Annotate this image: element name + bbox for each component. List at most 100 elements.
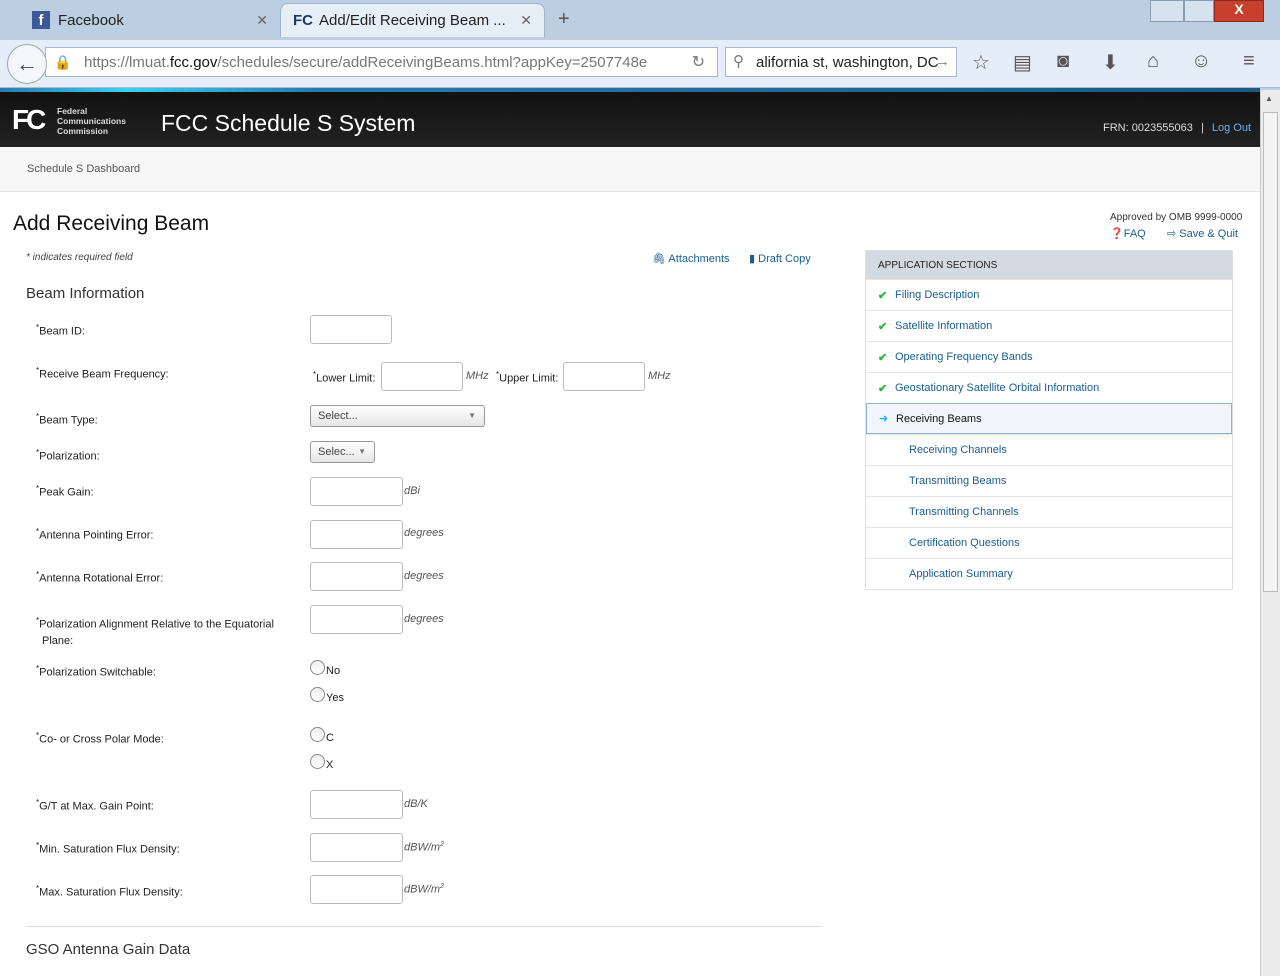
scroll-up-icon[interactable]: ▲ [1265, 94, 1273, 103]
unit-text: dBW/m [404, 841, 441, 854]
label-text: Receive Beam Frequency: [39, 368, 169, 381]
lower-limit-input[interactable] [381, 362, 463, 391]
save-quit-link[interactable]: ⇨ Save & Quit [1167, 227, 1238, 240]
accent-bar [0, 88, 1260, 92]
home-icon[interactable]: ⌂ [1147, 50, 1160, 72]
minimize-button[interactable] [1150, 0, 1184, 22]
peak-gain-input[interactable] [310, 477, 403, 506]
section-label: Application Summary [909, 568, 1013, 580]
logo-line: Commission [57, 126, 109, 136]
section-label: Transmitting Channels [909, 506, 1019, 518]
separator: | [1200, 122, 1204, 134]
section-receiving-beams[interactable]: ➜ Receiving Beams [866, 403, 1232, 434]
faq-label: FAQ [1123, 228, 1146, 240]
select-value: Selec... [318, 446, 355, 458]
go-arrow-icon[interactable]: → [935, 53, 950, 70]
scroll-thumb[interactable] [1263, 112, 1278, 592]
section-transmitting-channels[interactable]: Transmitting Channels [866, 496, 1232, 527]
rotational-error-input[interactable] [310, 562, 403, 591]
unit: MHz [648, 370, 671, 382]
unit-exp: 2 [440, 841, 444, 848]
beam-id-label: *Beam ID: [36, 323, 85, 338]
radio-label: Yes [326, 692, 344, 704]
faq-link[interactable]: ❓FAQ [1110, 227, 1146, 240]
reading-list-icon[interactable]: ▤ [1013, 52, 1032, 74]
section-geostationary-satellite-orbital-information[interactable]: ✔ Geostationary Satellite Orbital Informa… [866, 372, 1232, 403]
upper-limit-input[interactable] [563, 362, 645, 391]
pointing-error-input[interactable] [310, 520, 403, 549]
polar-mode-x-radio[interactable] [310, 754, 325, 769]
download-icon[interactable]: ⬇ [1102, 52, 1119, 74]
section-filing-description[interactable]: ✔ Filing Description [866, 279, 1232, 310]
close-tab-icon[interactable]: ✕ [256, 11, 268, 28]
polar-mode-c-radio[interactable] [310, 727, 325, 742]
switchable-no-radio[interactable] [310, 660, 325, 675]
section-label: Operating Frequency Bands [895, 351, 1033, 363]
min-sfd-input[interactable] [310, 833, 403, 862]
search-input[interactable]: ⚲ alifornia st, washington, DC → [725, 47, 957, 77]
pointing-error-label: *Antenna Pointing Error: [36, 527, 154, 542]
url-path: /schedules/secure/addReceivingBeams.html… [217, 53, 648, 71]
gt-input[interactable] [310, 790, 403, 819]
section-receiving-channels[interactable]: Receiving Channels [866, 434, 1232, 465]
attachments-link[interactable]: 🖇 Attachments [652, 252, 730, 265]
section-label: Certification Questions [909, 537, 1020, 549]
logout-link[interactable]: Log Out [1211, 122, 1252, 134]
tab-add-edit-receiving-beam[interactable]: FC Add/Edit Receiving Beam ... ✕ [280, 3, 545, 37]
close-tab-icon[interactable]: ✕ [520, 12, 532, 28]
fcc-logo: FC [12, 104, 46, 135]
close-window-button[interactable]: X [1214, 0, 1264, 22]
scrollbar[interactable]: ▲ [1260, 90, 1280, 976]
label-text: Antenna Rotational Error: [39, 572, 164, 585]
exit-icon: ⇨ [1167, 228, 1177, 240]
address-bar[interactable]: 🔒 https://lmuat. fcc.gov/schedules/secure… [45, 47, 718, 77]
beam-type-select[interactable]: Select... ▼ [310, 405, 485, 427]
menu-icon[interactable]: ≡ [1243, 50, 1255, 72]
page-title: Add Receiving Beam [13, 212, 210, 235]
section-satellite-information[interactable]: ✔ Satellite Information [866, 310, 1232, 341]
max-sfd-input[interactable] [310, 875, 403, 904]
omb-approval: Approved by OMB 9999-0000 [1110, 212, 1243, 223]
polarization-alignment-input[interactable] [310, 605, 403, 634]
gso-section-title: GSO Antenna Gain Data [26, 941, 191, 958]
polar-mode-label: *Co- or Cross Polar Mode: [36, 731, 164, 746]
switchable-yes-radio[interactable] [310, 687, 325, 702]
search-icon: ⚲ [733, 53, 744, 70]
bookmark-star-icon[interactable]: ☆ [972, 52, 990, 74]
restore-button[interactable] [1184, 0, 1214, 22]
pocket-icon[interactable]: ◙ [1057, 50, 1070, 72]
dashboard-link[interactable]: Schedule S Dashboard [27, 163, 141, 175]
unit: MHz [466, 370, 489, 382]
section-operating-frequency-bands[interactable]: ✔ Operating Frequency Bands [866, 341, 1232, 372]
unit: dBW/m2 [404, 883, 444, 896]
section-certification-questions[interactable]: Certification Questions [866, 527, 1232, 558]
draft-copy-link[interactable]: ▮ Draft Copy [749, 252, 811, 265]
fcc-icon: FC [293, 12, 313, 29]
site-title: FCC Schedule S System [161, 110, 416, 136]
required-note: * indicates required field [26, 252, 133, 263]
unit: degrees [404, 613, 444, 625]
section-application-summary[interactable]: Application Summary [866, 558, 1232, 589]
section-label: Satellite Information [895, 320, 993, 332]
new-tab-button[interactable]: + [558, 8, 570, 30]
back-button[interactable]: ← [7, 44, 47, 84]
arrow-right-icon: ➜ [879, 413, 889, 425]
check-icon: ✔ [878, 382, 888, 395]
reload-icon[interactable]: ↻ [691, 54, 705, 71]
fcc-logo-text: Federal Communications Commission [57, 106, 126, 136]
search-value: alifornia st, washington, DC [756, 53, 939, 71]
chat-icon[interactable]: ☺ [1191, 50, 1212, 72]
section-label: Receiving Channels [909, 444, 1007, 456]
min-sfd-label: *Min. Saturation Flux Density: [36, 841, 180, 856]
beam-id-input[interactable] [310, 315, 392, 344]
polarization-select[interactable]: Selec... ▼ [310, 441, 375, 463]
panel-header: APPLICATION SECTIONS [866, 251, 1232, 279]
logo-line: Communications [57, 116, 126, 126]
gt-label: *G/T at Max. Gain Point: [36, 798, 154, 813]
tab-facebook[interactable]: f Facebook ✕ [20, 3, 280, 37]
label-text: Plane: [42, 634, 74, 647]
section-transmitting-beams[interactable]: Transmitting Beams [866, 465, 1232, 496]
label-text: Beam Type: [39, 414, 98, 427]
radio-label: C [326, 732, 334, 744]
unit: dBW/m2 [404, 841, 444, 854]
